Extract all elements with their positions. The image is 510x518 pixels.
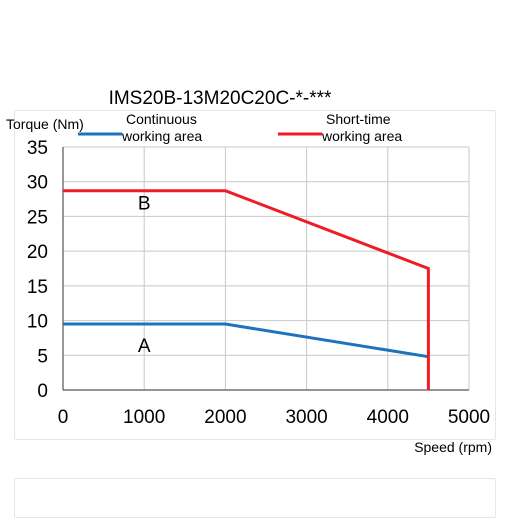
series-lines [63, 189, 430, 390]
x-tick-label-5: 5000 [448, 407, 490, 428]
x-tick-label-1: 1000 [123, 407, 165, 428]
x-tick-label-4: 4000 [367, 407, 409, 428]
legend-label-0-1: working area [121, 128, 202, 144]
y-axis-label: Torque (Nm) [6, 116, 84, 132]
region-label-1: B [138, 194, 151, 215]
y-tick-label-4: 20 [27, 242, 48, 263]
x-axis-label: Speed (rpm) [414, 439, 492, 455]
y-tick-label-6: 30 [27, 173, 48, 194]
chart-title: IMS20B-13M20C20C-*-*** [109, 88, 332, 109]
legend-label-1-1: working area [321, 128, 402, 144]
y-tick-label-1: 5 [37, 346, 48, 367]
tick-labels: 0 5 10 15 20 25 30 35 0 1000 2000 3000 4000 5000 [27, 138, 490, 428]
y-tick-label-3: 15 [27, 277, 48, 298]
legend-label-1-0: Short-time [326, 111, 391, 127]
series-line-0 [63, 322, 429, 359]
y-tick-label-0: 0 [37, 381, 48, 402]
chart-frame [14, 110, 496, 440]
legend-label-0-0: Continuous [126, 111, 197, 127]
y-tick-label-2: 10 [27, 312, 48, 333]
region-label-0: A [138, 336, 151, 357]
x-tick-label-3: 3000 [285, 407, 327, 428]
y-tick-label-5: 25 [27, 207, 48, 228]
x-tick-label-2: 2000 [204, 407, 246, 428]
y-tick-label-7: 35 [27, 138, 48, 159]
x-tick-label-0: 0 [58, 407, 69, 428]
series-line-1 [63, 189, 430, 390]
grid [62, 146, 470, 391]
region-labels: AB [138, 194, 151, 357]
